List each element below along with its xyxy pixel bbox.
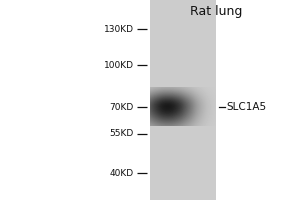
Text: 55KD: 55KD <box>109 130 134 138</box>
Text: Rat lung: Rat lung <box>190 5 242 18</box>
Text: SLC1A5: SLC1A5 <box>226 102 267 112</box>
Text: 130KD: 130KD <box>103 24 134 33</box>
Text: 100KD: 100KD <box>103 60 134 70</box>
Text: 70KD: 70KD <box>109 102 134 112</box>
Text: 40KD: 40KD <box>110 168 134 178</box>
